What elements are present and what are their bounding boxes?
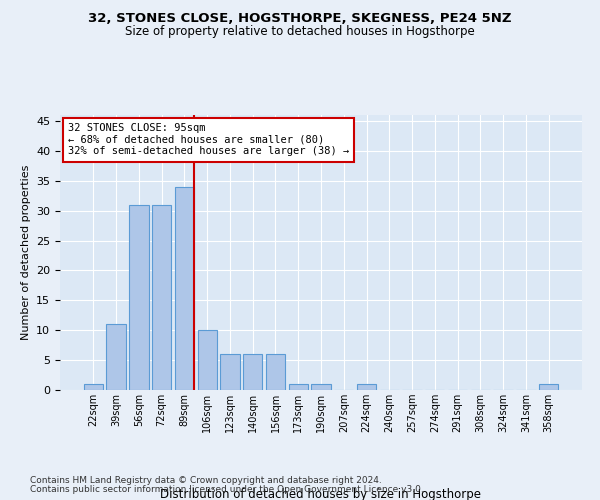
Bar bbox=[243, 354, 262, 390]
Text: Size of property relative to detached houses in Hogsthorpe: Size of property relative to detached ho… bbox=[125, 25, 475, 38]
Text: 32, STONES CLOSE, HOGSTHORPE, SKEGNESS, PE24 5NZ: 32, STONES CLOSE, HOGSTHORPE, SKEGNESS, … bbox=[88, 12, 512, 26]
Text: Contains HM Land Registry data © Crown copyright and database right 2024.: Contains HM Land Registry data © Crown c… bbox=[30, 476, 382, 485]
Bar bbox=[106, 324, 126, 390]
Bar bbox=[175, 186, 194, 390]
Bar bbox=[266, 354, 285, 390]
X-axis label: Distribution of detached houses by size in Hogsthorpe: Distribution of detached houses by size … bbox=[161, 488, 482, 500]
Bar bbox=[152, 204, 172, 390]
Bar bbox=[289, 384, 308, 390]
Bar bbox=[129, 204, 149, 390]
Bar bbox=[311, 384, 331, 390]
Bar bbox=[197, 330, 217, 390]
Bar bbox=[357, 384, 376, 390]
Bar bbox=[539, 384, 558, 390]
Y-axis label: Number of detached properties: Number of detached properties bbox=[20, 165, 31, 340]
Bar bbox=[220, 354, 239, 390]
Text: Contains public sector information licensed under the Open Government Licence v3: Contains public sector information licen… bbox=[30, 485, 424, 494]
Bar bbox=[84, 384, 103, 390]
Text: 32 STONES CLOSE: 95sqm
← 68% of detached houses are smaller (80)
32% of semi-det: 32 STONES CLOSE: 95sqm ← 68% of detached… bbox=[68, 123, 349, 156]
